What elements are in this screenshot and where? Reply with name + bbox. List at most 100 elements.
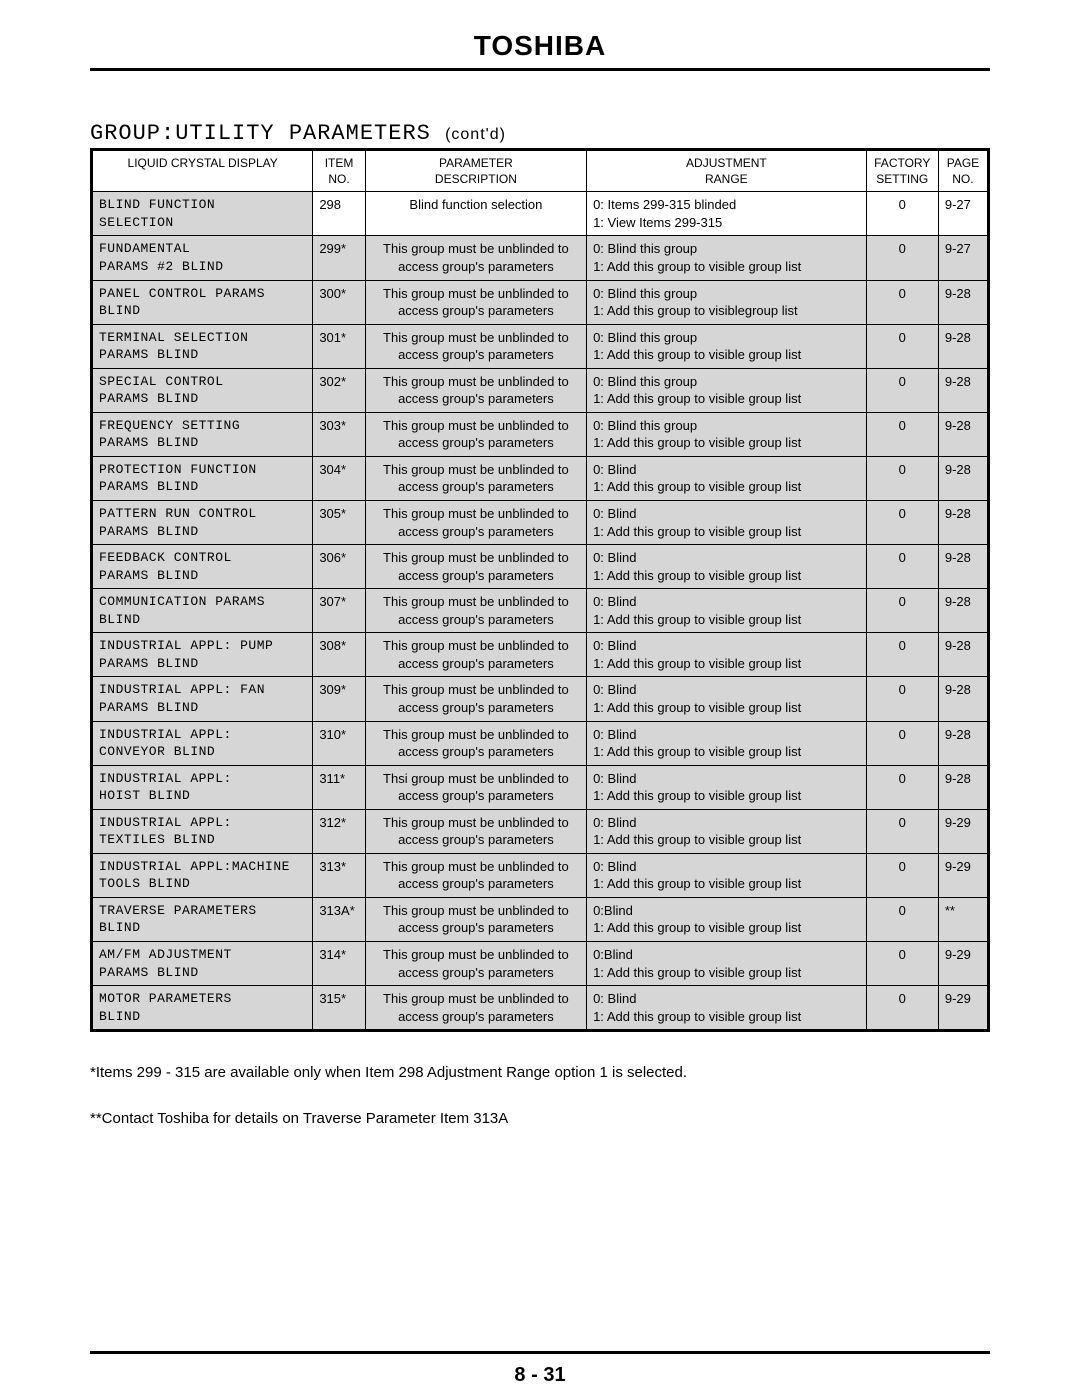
cell-factory-setting: 0 — [866, 589, 938, 633]
cell-lcd: FUNDAMENTAL PARAMS #2 BLIND — [92, 236, 313, 280]
cell-description: This group must be unblinded to access g… — [365, 897, 586, 941]
col-fact: FACTORY SETTING — [866, 150, 938, 192]
cell-item-no: 303* — [313, 412, 365, 456]
cell-page-no: 9-28 — [938, 633, 988, 677]
table-row: AM/FM ADJUSTMENT PARAMS BLIND314*This gr… — [92, 941, 989, 985]
cell-adjustment-range: 0: Blind this group 1: Add this group to… — [587, 236, 867, 280]
cell-item-no: 302* — [313, 368, 365, 412]
cell-item-no: 315* — [313, 986, 365, 1031]
cell-lcd: BLIND FUNCTION SELECTION — [92, 192, 313, 236]
cell-lcd: TERMINAL SELECTION PARAMS BLIND — [92, 324, 313, 368]
cell-item-no: 305* — [313, 501, 365, 545]
cell-description: Blind function selection — [365, 192, 586, 236]
cell-lcd: AM/FM ADJUSTMENT PARAMS BLIND — [92, 941, 313, 985]
cell-adjustment-range: 0: Items 299-315 blinded 1: View Items 2… — [587, 192, 867, 236]
cell-description: This group must be unblinded to access g… — [365, 501, 586, 545]
cell-adjustment-range: 0: Blind this group 1: Add this group to… — [587, 324, 867, 368]
cell-page-no: 9-29 — [938, 809, 988, 853]
cell-description: This group must be unblinded to access g… — [365, 633, 586, 677]
col-item-l1: ITEM — [325, 156, 354, 170]
cell-page-no: 9-28 — [938, 280, 988, 324]
cell-adjustment-range: 0: Blind this group 1: Add this group to… — [587, 280, 867, 324]
footnotes: *Items 299 - 315 are available only when… — [90, 1050, 990, 1151]
cell-adjustment-range: 0: Blind 1: Add this group to visible gr… — [587, 589, 867, 633]
cell-adjustment-range: 0: Blind 1: Add this group to visible gr… — [587, 633, 867, 677]
cell-factory-setting: 0 — [866, 853, 938, 897]
cell-item-no: 301* — [313, 324, 365, 368]
cell-factory-setting: 0 — [866, 236, 938, 280]
table-row: BLIND FUNCTION SELECTION298Blind functio… — [92, 192, 989, 236]
cell-page-no: 9-28 — [938, 456, 988, 500]
table-row: INDUSTRIAL APPL: CONVEYOR BLIND310*This … — [92, 721, 989, 765]
cell-adjustment-range: 0:Blind 1: Add this group to visible gro… — [587, 941, 867, 985]
group-title-contd: (cont'd) — [445, 126, 506, 143]
cell-page-no: 9-28 — [938, 765, 988, 809]
cell-page-no: 9-27 — [938, 236, 988, 280]
cell-description: This group must be unblinded to access g… — [365, 809, 586, 853]
cell-item-no: 306* — [313, 545, 365, 589]
col-desc: PARAMETER DESCRIPTION — [365, 150, 586, 192]
table-row: FREQUENCY SETTING PARAMS BLIND303*This g… — [92, 412, 989, 456]
cell-lcd: PATTERN RUN CONTROL PARAMS BLIND — [92, 501, 313, 545]
cell-item-no: 310* — [313, 721, 365, 765]
table-row: INDUSTRIAL APPL: HOIST BLIND311*Thsi gro… — [92, 765, 989, 809]
cell-item-no: 309* — [313, 677, 365, 721]
cell-factory-setting: 0 — [866, 721, 938, 765]
table-row: MOTOR PARAMETERS BLIND315*This group mus… — [92, 986, 989, 1031]
cell-page-no: 9-28 — [938, 412, 988, 456]
cell-description: This group must be unblinded to access g… — [365, 324, 586, 368]
cell-item-no: 313* — [313, 853, 365, 897]
cell-factory-setting: 0 — [866, 986, 938, 1031]
cell-lcd: INDUSTRIAL APPL: TEXTILES BLIND — [92, 809, 313, 853]
table-header: LIQUID CRYSTAL DISPLAY ITEM NO. PARAMETE… — [92, 150, 989, 192]
cell-page-no: 9-29 — [938, 853, 988, 897]
cell-lcd: FEEDBACK CONTROL PARAMS BLIND — [92, 545, 313, 589]
footnote-1: *Items 299 - 315 are available only when… — [90, 1060, 990, 1086]
cell-adjustment-range: 0:Blind 1: Add this group to visible gro… — [587, 897, 867, 941]
cell-lcd: MOTOR PARAMETERS BLIND — [92, 986, 313, 1031]
col-fact-l2: SETTING — [876, 172, 928, 186]
cell-page-no: 9-28 — [938, 589, 988, 633]
col-item: ITEM NO. — [313, 150, 365, 192]
cell-adjustment-range: 0: Blind this group 1: Add this group to… — [587, 412, 867, 456]
brand-title: TOSHIBA — [90, 30, 990, 71]
cell-factory-setting: 0 — [866, 677, 938, 721]
col-desc-l1: PARAMETER — [439, 156, 513, 170]
col-adj-l1: ADJUSTMENT — [686, 156, 767, 170]
cell-factory-setting: 0 — [866, 324, 938, 368]
cell-page-no: 9-29 — [938, 986, 988, 1031]
cell-adjustment-range: 0: Blind 1: Add this group to visible gr… — [587, 456, 867, 500]
cell-description: This group must be unblinded to access g… — [365, 545, 586, 589]
cell-factory-setting: 0 — [866, 809, 938, 853]
cell-factory-setting: 0 — [866, 501, 938, 545]
table-row: TERMINAL SELECTION PARAMS BLIND301*This … — [92, 324, 989, 368]
table-row: INDUSTRIAL APPL: PUMP PARAMS BLIND308*Th… — [92, 633, 989, 677]
cell-item-no: 304* — [313, 456, 365, 500]
cell-description: This group must be unblinded to access g… — [365, 456, 586, 500]
cell-lcd: INDUSTRIAL APPL: PUMP PARAMS BLIND — [92, 633, 313, 677]
cell-adjustment-range: 0: Blind this group 1: Add this group to… — [587, 368, 867, 412]
table-row: INDUSTRIAL APPL: FAN PARAMS BLIND309*Thi… — [92, 677, 989, 721]
cell-adjustment-range: 0: Blind 1: Add this group to visible gr… — [587, 986, 867, 1031]
col-adj: ADJUSTMENT RANGE — [587, 150, 867, 192]
cell-lcd: COMMUNICATION PARAMS BLIND — [92, 589, 313, 633]
col-adj-l2: RANGE — [705, 172, 748, 186]
cell-item-no: 313A* — [313, 897, 365, 941]
cell-lcd: INDUSTRIAL APPL: HOIST BLIND — [92, 765, 313, 809]
cell-lcd: INDUSTRIAL APPL: FAN PARAMS BLIND — [92, 677, 313, 721]
cell-factory-setting: 0 — [866, 192, 938, 236]
cell-item-no: 308* — [313, 633, 365, 677]
cell-lcd: SPECIAL CONTROL PARAMS BLIND — [92, 368, 313, 412]
cell-factory-setting: 0 — [866, 941, 938, 985]
table-row: SPECIAL CONTROL PARAMS BLIND302*This gro… — [92, 368, 989, 412]
cell-lcd: INDUSTRIAL APPL:MACHINE TOOLS BLIND — [92, 853, 313, 897]
table-row: FEEDBACK CONTROL PARAMS BLIND306*This gr… — [92, 545, 989, 589]
cell-factory-setting: 0 — [866, 280, 938, 324]
table-row: COMMUNICATION PARAMS BLIND307*This group… — [92, 589, 989, 633]
cell-description: This group must be unblinded to access g… — [365, 280, 586, 324]
cell-factory-setting: 0 — [866, 545, 938, 589]
cell-factory-setting: 0 — [866, 412, 938, 456]
cell-page-no: 9-28 — [938, 368, 988, 412]
table-row: INDUSTRIAL APPL:MACHINE TOOLS BLIND313*T… — [92, 853, 989, 897]
col-page-l1: PAGE — [947, 156, 979, 170]
